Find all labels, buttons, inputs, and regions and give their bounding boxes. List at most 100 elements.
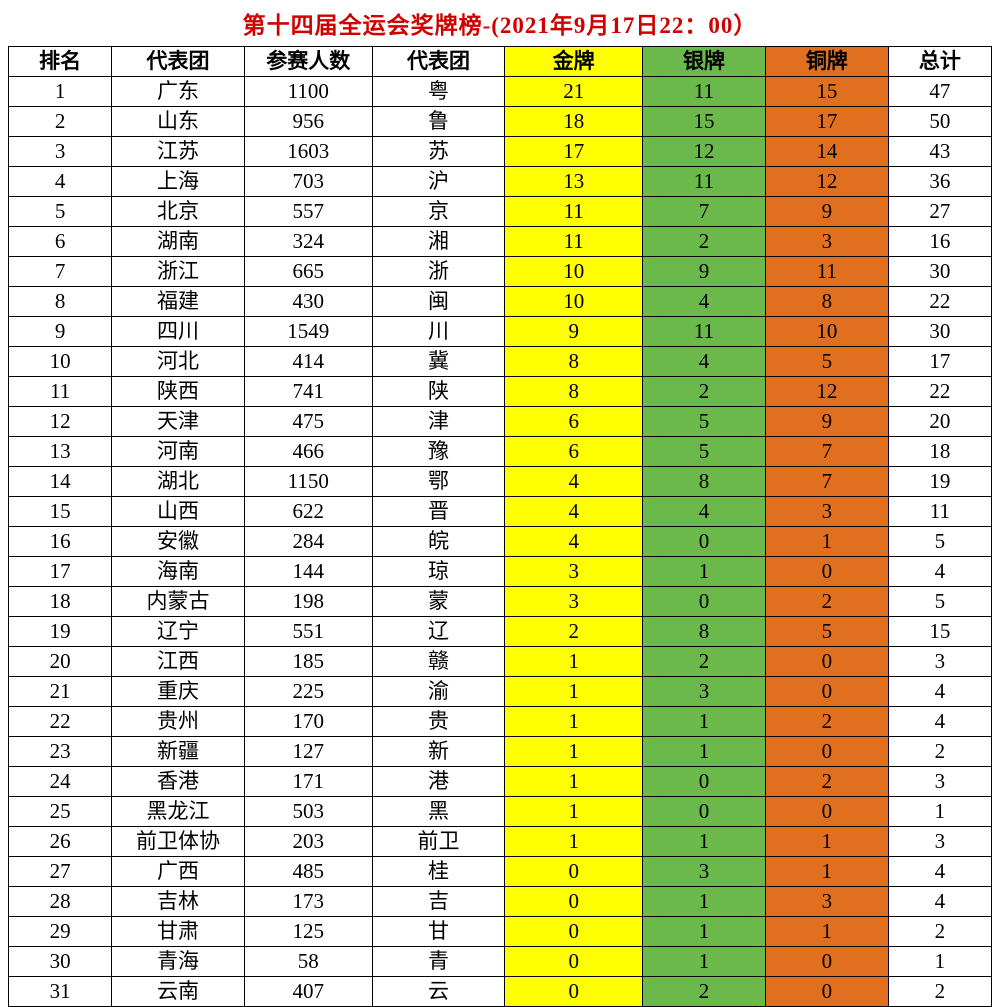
cell-abbr: 川 — [372, 317, 505, 347]
cell-total: 5 — [888, 587, 991, 617]
cell-rank: 23 — [9, 737, 112, 767]
cell-silver: 1 — [643, 827, 766, 857]
cell-gold: 21 — [505, 77, 643, 107]
col-header-participants: 参赛人数 — [244, 47, 372, 77]
cell-abbr: 闽 — [372, 287, 505, 317]
cell-silver: 4 — [643, 497, 766, 527]
table-row: 23新疆127新1102 — [9, 737, 992, 767]
table-row: 5北京557京117927 — [9, 197, 992, 227]
table-row: 7浙江665浙1091130 — [9, 257, 992, 287]
table-row: 19辽宁551辽28515 — [9, 617, 992, 647]
cell-bronze: 0 — [765, 647, 888, 677]
table-row: 16安徽284皖4015 — [9, 527, 992, 557]
cell-total: 4 — [888, 677, 991, 707]
cell-total: 36 — [888, 167, 991, 197]
cell-bronze: 1 — [765, 917, 888, 947]
cell-abbr: 新 — [372, 737, 505, 767]
table-row: 18内蒙古198蒙3025 — [9, 587, 992, 617]
cell-rank: 9 — [9, 317, 112, 347]
cell-silver: 0 — [643, 797, 766, 827]
cell-bronze: 0 — [765, 947, 888, 977]
cell-gold: 8 — [505, 347, 643, 377]
col-header-abbr: 代表团 — [372, 47, 505, 77]
cell-gold: 4 — [505, 467, 643, 497]
table-row: 21重庆225渝1304 — [9, 677, 992, 707]
cell-rank: 3 — [9, 137, 112, 167]
cell-gold: 13 — [505, 167, 643, 197]
table-row: 31云南407云0202 — [9, 977, 992, 1007]
cell-abbr: 冀 — [372, 347, 505, 377]
cell-total: 18 — [888, 437, 991, 467]
cell-bronze: 10 — [765, 317, 888, 347]
cell-silver: 2 — [643, 977, 766, 1007]
cell-participants: 58 — [244, 947, 372, 977]
cell-participants: 198 — [244, 587, 372, 617]
cell-total: 16 — [888, 227, 991, 257]
cell-team: 黑龙江 — [112, 797, 245, 827]
cell-total: 2 — [888, 977, 991, 1007]
cell-gold: 8 — [505, 377, 643, 407]
cell-participants: 956 — [244, 107, 372, 137]
cell-bronze: 8 — [765, 287, 888, 317]
cell-bronze: 0 — [765, 797, 888, 827]
cell-participants: 466 — [244, 437, 372, 467]
cell-abbr: 渝 — [372, 677, 505, 707]
cell-total: 20 — [888, 407, 991, 437]
cell-abbr: 赣 — [372, 647, 505, 677]
cell-bronze: 7 — [765, 437, 888, 467]
cell-participants: 485 — [244, 857, 372, 887]
cell-silver: 11 — [643, 77, 766, 107]
cell-bronze: 0 — [765, 557, 888, 587]
cell-team: 江西 — [112, 647, 245, 677]
table-row: 25黑龙江503黑1001 — [9, 797, 992, 827]
cell-silver: 0 — [643, 767, 766, 797]
cell-total: 47 — [888, 77, 991, 107]
cell-rank: 4 — [9, 167, 112, 197]
cell-abbr: 苏 — [372, 137, 505, 167]
cell-total: 43 — [888, 137, 991, 167]
cell-abbr: 青 — [372, 947, 505, 977]
col-header-team: 代表团 — [112, 47, 245, 77]
table-row: 2山东956鲁18151750 — [9, 107, 992, 137]
cell-abbr: 浙 — [372, 257, 505, 287]
table-row: 20江西185赣1203 — [9, 647, 992, 677]
cell-gold: 10 — [505, 287, 643, 317]
cell-total: 1 — [888, 797, 991, 827]
cell-rank: 20 — [9, 647, 112, 677]
cell-gold: 0 — [505, 977, 643, 1007]
cell-gold: 17 — [505, 137, 643, 167]
cell-total: 4 — [888, 857, 991, 887]
cell-team: 甘肃 — [112, 917, 245, 947]
cell-silver: 11 — [643, 317, 766, 347]
cell-total: 1 — [888, 947, 991, 977]
cell-bronze: 1 — [765, 827, 888, 857]
cell-silver: 8 — [643, 617, 766, 647]
cell-gold: 10 — [505, 257, 643, 287]
cell-gold: 1 — [505, 767, 643, 797]
cell-silver: 12 — [643, 137, 766, 167]
cell-gold: 18 — [505, 107, 643, 137]
cell-team: 辽宁 — [112, 617, 245, 647]
cell-gold: 0 — [505, 887, 643, 917]
cell-gold: 3 — [505, 587, 643, 617]
cell-participants: 703 — [244, 167, 372, 197]
cell-abbr: 琼 — [372, 557, 505, 587]
cell-participants: 125 — [244, 917, 372, 947]
cell-participants: 173 — [244, 887, 372, 917]
cell-total: 3 — [888, 647, 991, 677]
cell-team: 广东 — [112, 77, 245, 107]
cell-rank: 19 — [9, 617, 112, 647]
cell-team: 山西 — [112, 497, 245, 527]
cell-team: 山东 — [112, 107, 245, 137]
cell-participants: 475 — [244, 407, 372, 437]
cell-rank: 28 — [9, 887, 112, 917]
cell-gold: 1 — [505, 737, 643, 767]
cell-participants: 1549 — [244, 317, 372, 347]
cell-silver: 3 — [643, 857, 766, 887]
cell-abbr: 粤 — [372, 77, 505, 107]
cell-abbr: 鄂 — [372, 467, 505, 497]
cell-team: 河南 — [112, 437, 245, 467]
cell-total: 19 — [888, 467, 991, 497]
cell-bronze: 15 — [765, 77, 888, 107]
col-header-bronze: 铜牌 — [765, 47, 888, 77]
